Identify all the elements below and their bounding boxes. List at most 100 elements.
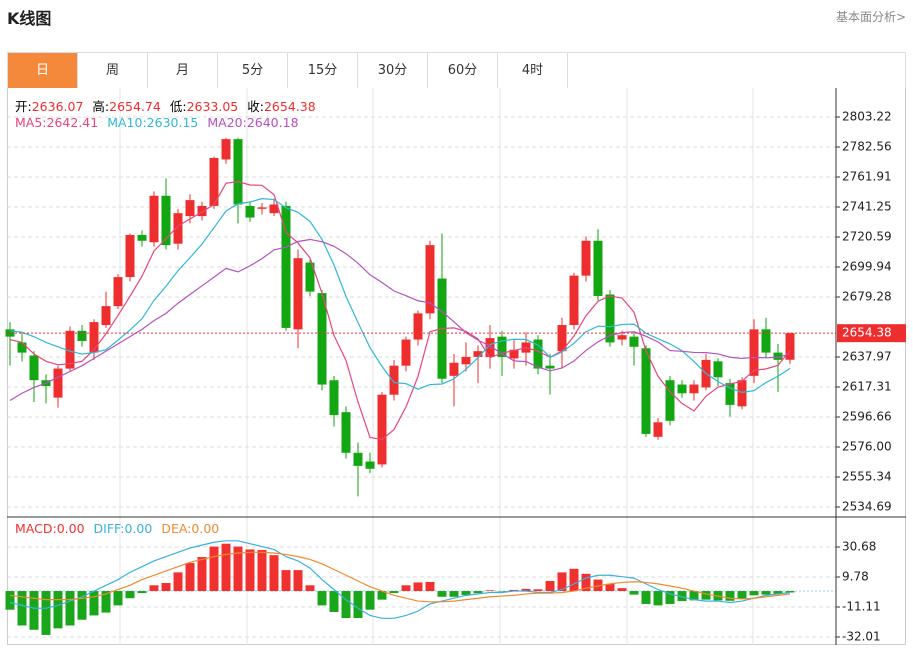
period-tab[interactable]: 60分 [428,53,498,88]
macd-bar [113,591,123,606]
candle-body [497,336,507,357]
macd-bar [725,591,735,601]
period-tab[interactable]: 周 [78,53,148,88]
candle-body [737,380,747,407]
macd-bar [161,583,171,592]
candle-body [5,329,15,337]
y-tick-label: 2637.97 [842,350,892,364]
candle-body [581,240,591,276]
candle-body [641,348,651,434]
legend-name: MA10: [107,115,147,130]
macd-bar [701,591,711,600]
macd-bar [185,563,195,592]
legend-value: 2640.18 [246,115,299,130]
candle-body [785,333,795,360]
macd-bar [485,590,495,592]
macd-bar [53,591,63,629]
macd-bar [629,591,639,595]
y-tick-label: 2534.69 [842,499,892,513]
legend-name: MACD: [15,521,57,536]
y-tick-label: 2596.66 [842,409,892,423]
macd-legend: MACD:0.00 DIFF:0.00 DEA:0.00 [15,521,228,536]
candle-body [161,195,171,246]
candle-body [305,262,315,292]
macd-bar [641,591,651,604]
legend-name: MA20: [207,115,247,130]
period-tabs: 日周月 5分 15分 30分 60分 4时 [7,52,906,88]
candle-body [269,204,279,214]
candle-body [17,342,27,353]
indicator-line [9,238,791,402]
macd-bar [41,591,51,635]
y-tick-label: 2555.34 [842,470,892,484]
period-tab[interactable]: 4时 [498,53,568,88]
period-tab[interactable]: 日 [8,53,78,88]
macd-bar [245,549,255,592]
candle-body [137,234,147,241]
ma-legend: MA5:2642.41 MA10:2630.15 MA20:2640.18 [15,115,308,130]
period-tab[interactable]: 30分 [358,53,428,88]
macd-bar [5,591,15,610]
info-value: 2654.74 [109,99,161,114]
macd-bar [353,591,363,619]
candle-body [77,330,87,341]
candle-body [401,339,411,366]
macd-bar [449,591,459,597]
macd-bar [617,588,627,592]
period-tab[interactable]: 月 [148,53,218,88]
candle-body [113,277,123,307]
candle-body [329,380,339,416]
candle-body [617,335,627,340]
candle-body [89,322,99,353]
period-tab[interactable]: 15分 [288,53,358,88]
candle-body [173,213,183,244]
candle-body [593,240,603,296]
legend-value: 2630.15 [146,115,199,130]
page-title: K线图 [7,9,52,28]
legend-name: MA5: [15,115,47,130]
fundamental-link[interactable]: 基本面分析> [835,10,906,24]
indicator-line [9,180,791,441]
candle-body [281,205,291,328]
candle-body [761,329,771,353]
macd-bar [209,546,219,592]
indicator-line [9,198,791,394]
candle-body [509,349,519,359]
y-tick-label: 2679.28 [842,290,892,304]
candle-body [185,200,195,217]
candle-body [257,207,267,209]
y-tick-label: 2617.31 [842,380,892,394]
y-tick-label: 2741.25 [842,200,892,214]
macd-bar [689,591,699,601]
macd-bar [773,591,783,594]
y-tick-label: 2699.94 [842,260,892,274]
macd-bar [557,572,567,592]
macd-bar [425,582,435,592]
candle-body [209,157,219,206]
period-tab[interactable]: 5分 [218,53,288,88]
macd-bar [65,591,75,626]
macd-bar [197,557,207,592]
macd-bar [653,591,663,606]
y-tick-label: 30.68 [842,540,876,554]
macd-bar [461,591,471,596]
macd-bar [137,591,147,594]
candle-body [689,384,699,394]
candle-body [461,356,471,365]
legend-value: 2642.41 [46,115,99,130]
legend-name: DIFF: [93,521,125,536]
ohlc-legend: 开:2636.07 高:2654.74 低:2633.05 收:2654.38 [15,96,325,115]
candle-body [713,361,723,378]
macd-bar [737,591,747,599]
macd-bar [533,589,543,592]
candle-body [677,384,687,394]
macd-bar [305,585,315,592]
candle-body [149,195,159,243]
macd-bar [281,570,291,592]
candle-body [533,339,543,369]
macd-bar [785,591,795,593]
info-value: 2636.07 [31,99,84,114]
macd-bar [521,588,531,592]
candle-body [605,294,615,343]
